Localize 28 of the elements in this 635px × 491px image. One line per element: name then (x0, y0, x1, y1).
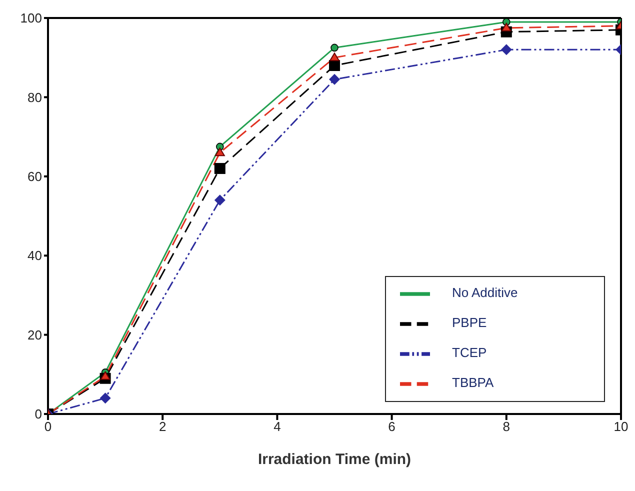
x-tick-label: 8 (502, 419, 510, 434)
y-tick-label: 40 (28, 248, 42, 264)
point (100, 371, 110, 380)
point (214, 162, 226, 174)
y-tick-label: 100 (20, 10, 42, 26)
point (329, 74, 340, 85)
legend-label: No Additive (452, 285, 518, 300)
point (100, 392, 111, 404)
legend-label: PBPE (452, 315, 487, 330)
y-tick-label: 80 (28, 90, 42, 105)
x-axis-title: Irradiation Time (min) (258, 451, 412, 468)
y-tick-label: 0 (34, 406, 42, 422)
point (330, 44, 338, 52)
legend-label: TCEP (452, 345, 487, 360)
y-tick-label: 60 (28, 169, 42, 184)
x-tick-label: 6 (388, 419, 396, 434)
point (330, 52, 340, 62)
point (501, 22, 512, 32)
x-tick-label: 4 (274, 419, 281, 434)
point (214, 148, 225, 156)
point (500, 44, 512, 56)
x-tick-label: 2 (158, 419, 166, 434)
point (329, 60, 340, 72)
legend-label: TBBPA (452, 375, 494, 390)
x-tick-label: 0 (44, 419, 52, 434)
y-tick-label: 20 (28, 327, 42, 342)
x-tick-label: 10 (614, 419, 628, 434)
point (214, 194, 226, 206)
